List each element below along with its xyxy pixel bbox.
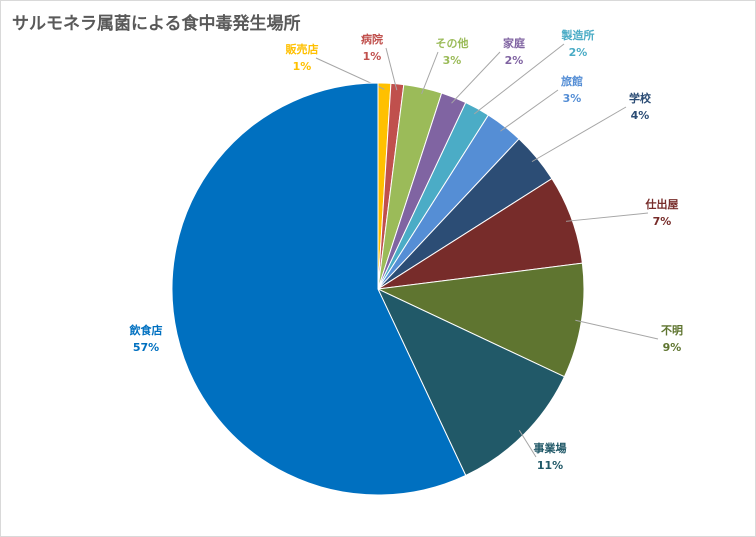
- category-label: 旅館: [561, 74, 583, 88]
- leader-line: [500, 89, 559, 132]
- leader-line: [518, 430, 537, 458]
- leader-line: [473, 43, 565, 115]
- leader-line: [385, 47, 398, 91]
- category-label: 製造所: [561, 28, 595, 42]
- leader-line: [531, 106, 627, 163]
- category-label: 飲食店: [129, 323, 163, 337]
- value-label: 9%: [663, 341, 682, 354]
- leader-line: [421, 51, 439, 95]
- category-label: 学校: [629, 91, 652, 105]
- category-label: 販売店: [286, 42, 319, 56]
- value-label: 2%: [505, 54, 524, 67]
- value-label: 2%: [569, 46, 588, 59]
- chart-title: サルモネラ属菌による食中毒発生場所: [12, 13, 301, 34]
- value-label: 3%: [443, 54, 462, 67]
- category-label: 事業場: [534, 441, 567, 455]
- value-label: 7%: [653, 215, 672, 228]
- leader-line: [565, 212, 649, 222]
- value-label: 4%: [631, 109, 650, 122]
- value-label: 11%: [537, 459, 563, 472]
- leader-line: [575, 319, 659, 340]
- value-label: 1%: [363, 50, 382, 63]
- category-label: 仕出屋: [645, 197, 679, 211]
- category-label: 家庭: [503, 36, 525, 50]
- value-label: 3%: [563, 92, 582, 105]
- pie-slice: [171, 82, 467, 496]
- value-label: 57%: [133, 341, 159, 354]
- category-label: 不明: [661, 324, 683, 337]
- pie-slice: [376, 287, 566, 477]
- leader-line: [451, 51, 501, 104]
- category-label: その他: [436, 36, 469, 50]
- value-label: 1%: [293, 60, 312, 73]
- category-label: 病院: [361, 32, 383, 46]
